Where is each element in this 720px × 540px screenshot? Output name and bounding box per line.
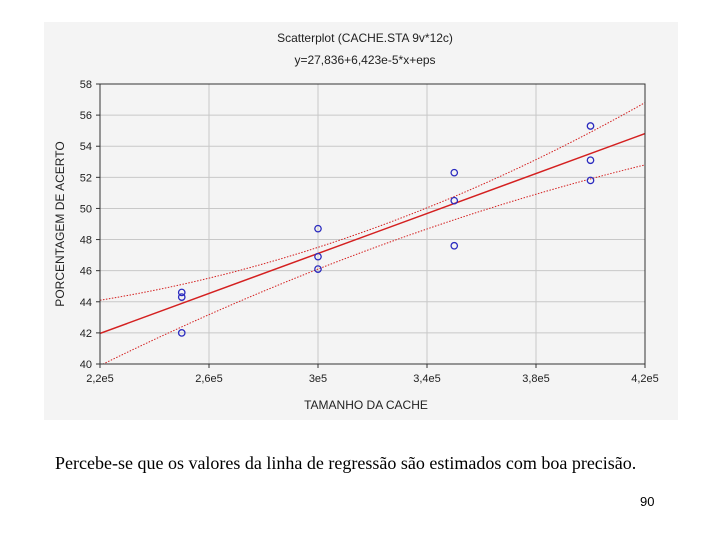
regression-line-group: [100, 132, 645, 335]
data-point-8: [450, 241, 459, 250]
data-point-5: [314, 265, 322, 273]
y-tick-label: 46: [80, 266, 92, 278]
x-axis-ticks: 2,2e5 2,6e5 3e5 3,4e5 3,8e5 4,2e5: [86, 364, 659, 385]
y-tick-label: 44: [80, 297, 92, 309]
y-axis-title: PORCENTAGEM DE ACERTO: [53, 141, 67, 306]
y-tick-label: 52: [80, 172, 92, 184]
data-point-10: [586, 156, 595, 165]
y-axis-ticks: 40 42 44 46 48 50 52 54 56 58: [80, 79, 100, 371]
y-tick-label: 50: [80, 203, 92, 215]
regression-line: [100, 132, 645, 335]
y-tick-label: 56: [80, 110, 92, 122]
y-tick-label: 42: [80, 328, 92, 340]
y-tick-label: 54: [80, 141, 92, 153]
x-tick-label: 2,2e5: [86, 373, 114, 385]
confidence-band-lower: [102, 164, 645, 364]
data-point-4: [314, 252, 322, 261]
data-point-11: [586, 176, 595, 185]
x-tick-label: 4,2e5: [631, 373, 659, 385]
data-point-0: [177, 288, 186, 297]
x-tick-label: 3,8e5: [522, 373, 550, 385]
data-point-2: [177, 329, 186, 337]
chart-title: Scatterplot (CACHE.STA 9v*12c): [277, 31, 453, 45]
x-tick-label: 3,4e5: [413, 373, 441, 385]
confidence-band: [100, 102, 645, 364]
data-point-9: [586, 122, 595, 130]
data-points: [177, 122, 595, 337]
grid-lines: [99, 83, 646, 365]
x-tick-label: 2,6e5: [195, 373, 223, 385]
chart-subtitle: y=27,836+6,423e-5*x+eps: [294, 53, 435, 67]
page-number: 90: [640, 494, 655, 509]
scatterplot-chart: Scatterplot (CACHE.STA 9v*12c) y=27,836+…: [53, 31, 659, 412]
x-tick-label: 3e5: [309, 373, 327, 385]
caption-text: Percebe-se que os valores da linha de re…: [55, 453, 637, 473]
chart-figure: Scatterplot (CACHE.STA 9v*12c) y=27,836+…: [44, 22, 678, 420]
data-point-1: [177, 293, 186, 301]
plot-area-frame: [99, 83, 646, 365]
y-tick-label: 40: [80, 359, 92, 371]
confidence-band-upper: [100, 102, 645, 301]
data-point-6: [450, 168, 459, 177]
data-point-7: [450, 196, 459, 205]
data-point-3: [314, 224, 322, 233]
y-tick-label: 48: [80, 235, 92, 247]
x-axis-title: TAMANHO DA CACHE: [304, 398, 428, 412]
y-tick-label: 58: [80, 79, 92, 91]
